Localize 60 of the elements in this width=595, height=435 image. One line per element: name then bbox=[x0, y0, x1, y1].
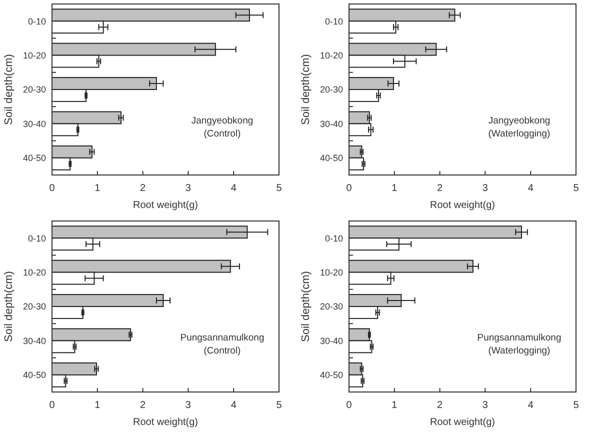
annotation: (Waterlogging) bbox=[488, 346, 550, 357]
x-tick-label: 2 bbox=[437, 183, 444, 194]
y-tick-label: 30-40 bbox=[22, 336, 46, 346]
y-tick-label: 20-30 bbox=[320, 84, 343, 95]
x-axis-title: Root weight(g) bbox=[132, 417, 198, 428]
annotation: (Control) bbox=[204, 346, 241, 357]
y-tick-label: 10-20 bbox=[22, 267, 46, 278]
x-tick-label: 4 bbox=[230, 183, 237, 194]
y-tick-label: 0-10 bbox=[324, 233, 343, 244]
x-tick-label: 1 bbox=[94, 183, 101, 194]
y-tick-label: 0-10 bbox=[28, 233, 46, 244]
y-tick-label: 40-50 bbox=[22, 370, 46, 380]
x-tick-label: 0 bbox=[346, 400, 352, 411]
x-tick-label: 0 bbox=[49, 183, 56, 194]
x-tick-label: 2 bbox=[140, 400, 146, 411]
x-tick-label: 3 bbox=[185, 183, 192, 194]
x-tick-label: 1 bbox=[94, 400, 101, 411]
y-tick-label: 10-20 bbox=[320, 267, 343, 278]
x-tick-label: 5 bbox=[573, 400, 580, 411]
y-axis-title: Soil depth(cm) bbox=[300, 54, 312, 125]
x-tick-label: 4 bbox=[528, 183, 534, 194]
y-tick-label: 20-30 bbox=[320, 302, 343, 312]
annotation: Pungsannamulkong bbox=[180, 332, 264, 344]
x-tick-label: 0 bbox=[49, 400, 56, 411]
y-tick-label: 30-40 bbox=[320, 336, 343, 346]
annotation: Pungsannamulkong bbox=[477, 332, 562, 344]
y-tick-label: 0-10 bbox=[324, 16, 343, 26]
x-tick-label: 4 bbox=[528, 400, 534, 411]
x-tick-label: 2 bbox=[140, 183, 146, 194]
y-tick-label: 10-20 bbox=[320, 50, 343, 60]
y-tick-label: 40-50 bbox=[22, 153, 46, 164]
x-tick-label: 3 bbox=[185, 400, 192, 411]
annotation: Jangyeobkong bbox=[488, 116, 550, 127]
x-tick-label: 5 bbox=[276, 183, 282, 194]
y-tick-label: 40-50 bbox=[320, 153, 343, 164]
x-tick-label: 2 bbox=[437, 400, 444, 411]
x-tick-label: 1 bbox=[392, 183, 398, 194]
annotation: (Waterlogging) bbox=[488, 128, 550, 140]
x-tick-label: 1 bbox=[392, 400, 398, 411]
y-tick-label: 20-30 bbox=[22, 302, 46, 312]
x-tick-label: 3 bbox=[482, 183, 488, 194]
x-axis-title: Root weight(g) bbox=[430, 417, 496, 428]
y-axis-title: Soil depth(cm) bbox=[3, 271, 15, 342]
y-tick-label: 30-40 bbox=[22, 118, 46, 129]
x-tick-label: 5 bbox=[573, 183, 580, 194]
y-axis-title: Soil depth(cm) bbox=[300, 271, 312, 342]
x-tick-label: 4 bbox=[230, 400, 237, 411]
x-tick-label: 0 bbox=[346, 183, 352, 194]
annotation: Jangyeobkong bbox=[191, 116, 254, 127]
y-axis-title: Soil depth(cm) bbox=[3, 54, 15, 125]
x-tick-label: 3 bbox=[482, 400, 488, 411]
x-axis-title: Root weight(g) bbox=[430, 200, 496, 211]
annotation: (Control) bbox=[204, 128, 241, 140]
y-tick-label: 30-40 bbox=[320, 118, 343, 129]
x-axis-title: Root weight(g) bbox=[132, 200, 198, 211]
y-tick-label: 40-50 bbox=[320, 370, 343, 380]
y-tick-label: 20-30 bbox=[22, 84, 46, 95]
y-tick-label: 10-20 bbox=[22, 50, 46, 60]
x-tick-label: 5 bbox=[276, 400, 282, 411]
y-tick-label: 0-10 bbox=[28, 16, 46, 26]
